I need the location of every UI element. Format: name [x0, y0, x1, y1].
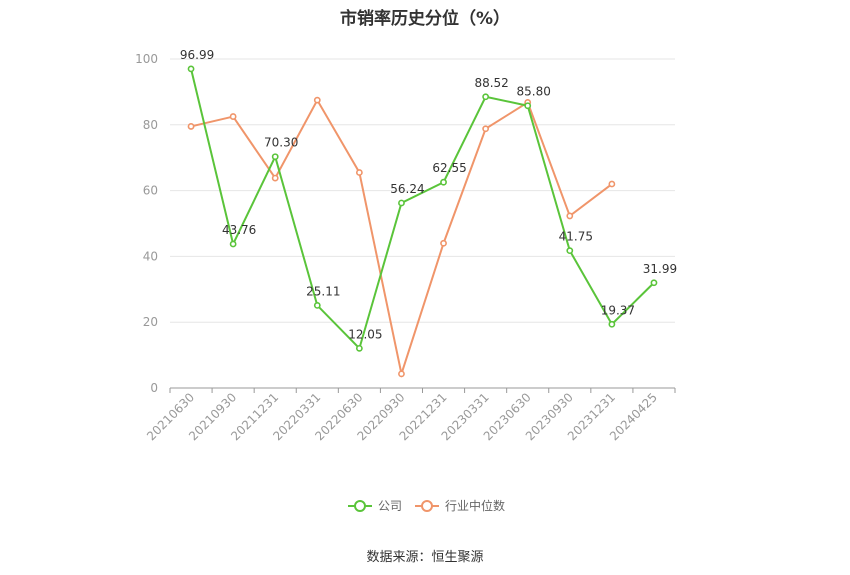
y-tick-label: 60 — [143, 184, 158, 198]
data-label: 19.37 — [601, 303, 635, 317]
data-point — [608, 180, 616, 188]
data-label: 88.52 — [474, 76, 508, 90]
data-point — [608, 320, 616, 328]
chart-title: 市销率历史分位（%） — [339, 9, 511, 29]
data-point — [271, 174, 279, 182]
y-tick-label: 20 — [143, 315, 158, 329]
data-point — [398, 370, 405, 378]
legend-marker-1 — [421, 500, 433, 512]
data-source: 数据来源：恒生聚源 — [366, 550, 484, 565]
data-point — [229, 113, 237, 120]
data-point — [524, 102, 532, 110]
data-label: 85.80 — [517, 85, 551, 99]
data-label: 31.99 — [643, 262, 677, 276]
data-point — [313, 96, 321, 104]
y-tick-label: 40 — [143, 249, 158, 263]
data-point — [355, 169, 363, 176]
y-tick-label: 80 — [143, 118, 158, 132]
y-tick-label: 0 — [150, 381, 158, 395]
data-point — [650, 279, 658, 287]
legend-label: 行业中位数 — [445, 498, 505, 513]
data-label: 43.76 — [222, 223, 256, 237]
data-point — [440, 178, 447, 186]
data-label: 25.11 — [306, 284, 340, 298]
data-point — [440, 239, 447, 247]
data-point — [482, 93, 490, 101]
data-label: 70.30 — [264, 136, 298, 150]
data-label: 41.75 — [559, 230, 593, 244]
legend-label: 公司 — [378, 499, 402, 513]
data-point — [355, 344, 363, 352]
data-label: 56.24 — [390, 182, 424, 196]
data-point — [313, 301, 321, 309]
data-point — [187, 65, 195, 73]
data-point — [482, 125, 490, 133]
data-label: 62.55 — [432, 161, 466, 175]
data-point — [187, 123, 195, 130]
data-label: 12.05 — [348, 327, 382, 341]
data-label: 96.99 — [180, 48, 214, 62]
data-point — [271, 153, 279, 161]
y-tick-label: 100 — [135, 52, 158, 66]
legend-marker-0 — [354, 500, 366, 512]
data-point — [566, 212, 574, 220]
data-point — [566, 247, 574, 255]
data-point — [398, 199, 405, 207]
series-line-0 — [190, 68, 655, 351]
data-point — [229, 240, 237, 248]
